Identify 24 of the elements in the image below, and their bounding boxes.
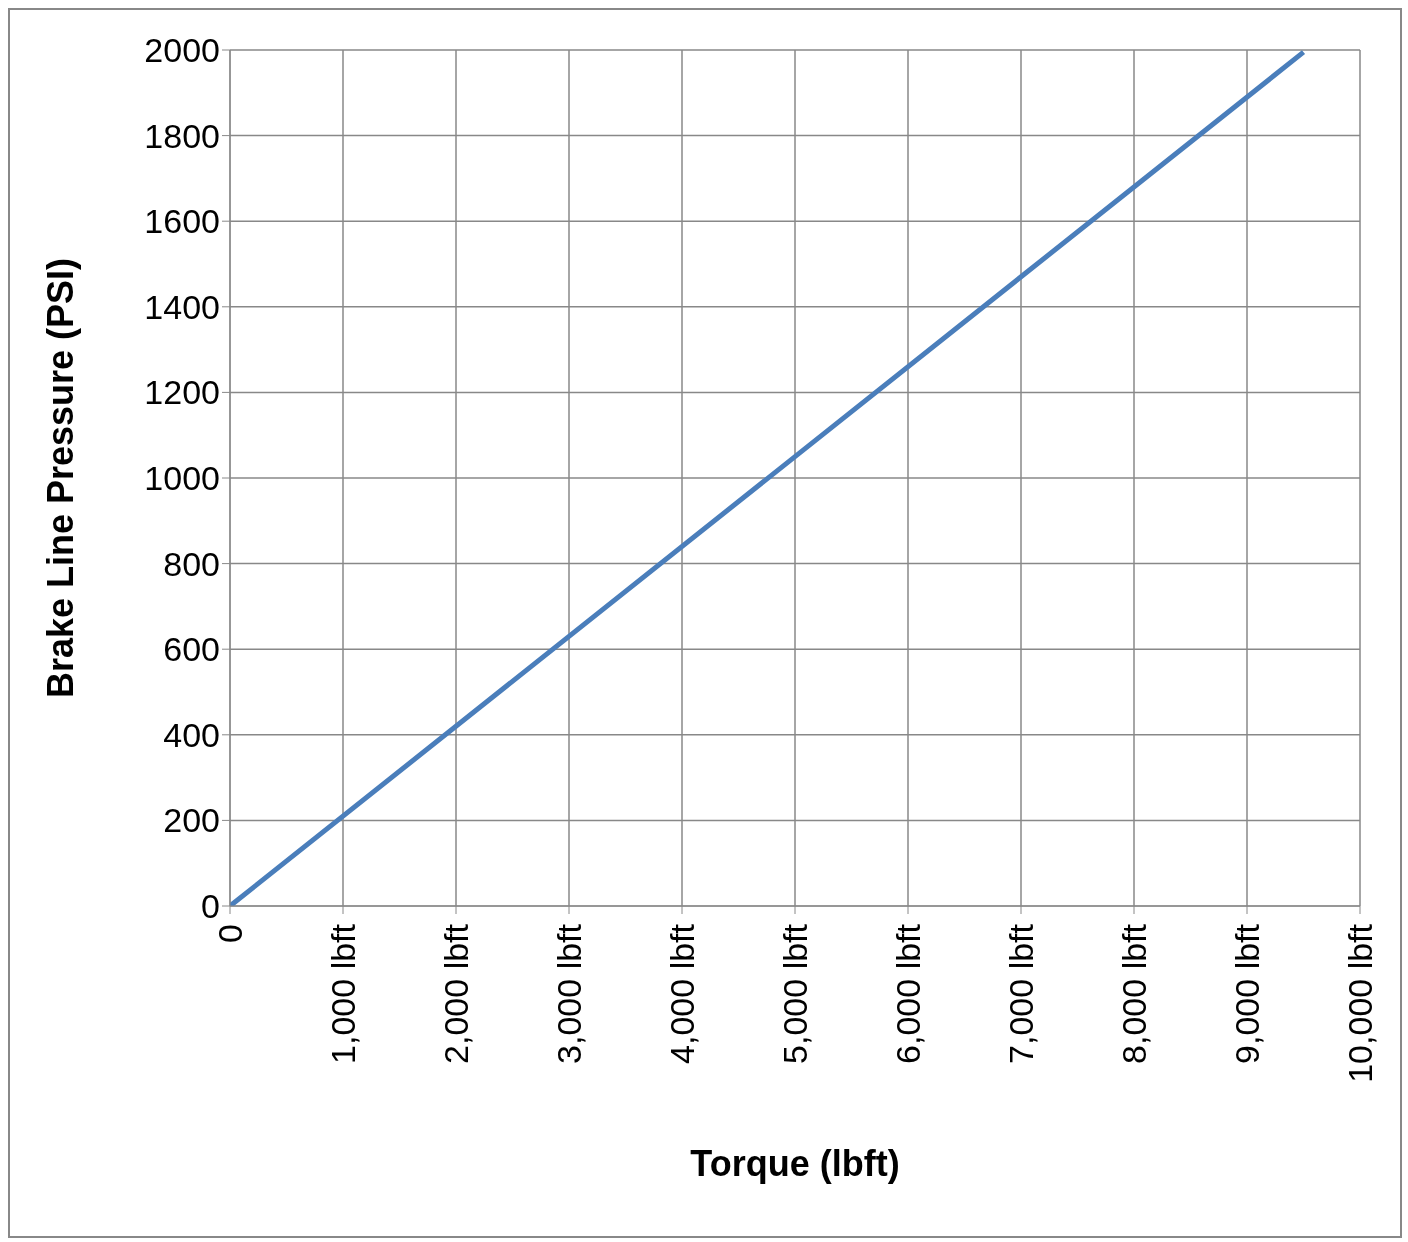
x-tick-label: 0 (211, 924, 249, 943)
y-tick-label: 600 (163, 630, 220, 669)
y-tick-label: 400 (163, 715, 220, 754)
x-tick-label: 3,000 lbft (550, 923, 588, 1064)
y-tick-label: 1200 (144, 373, 220, 412)
x-axis-title: Torque (lbft) (690, 1143, 900, 1184)
x-tick-label: 2,000 lbft (437, 923, 475, 1064)
x-tick-label: 7,000 lbft (1002, 923, 1040, 1064)
x-tick-label: 1,000 lbft (324, 923, 362, 1064)
x-tick-label: 5,000 lbft (776, 923, 814, 1064)
y-tick-label: 1400 (144, 287, 220, 326)
y-tick-label: 0 (201, 887, 220, 926)
x-tick-label: 8,000 lbft (1115, 923, 1153, 1064)
y-tick-label: 1600 (144, 202, 220, 241)
y-tick-label: 1800 (144, 116, 220, 155)
y-tick-label: 200 (163, 801, 220, 840)
x-tick-label: 4,000 lbft (663, 923, 701, 1064)
y-tick-label: 2000 (144, 31, 220, 70)
x-tick-label: 6,000 lbft (889, 923, 927, 1064)
y-tick-label: 1000 (144, 459, 220, 498)
y-tick-label: 800 (163, 544, 220, 583)
x-tick-label: 10,000 lbft (1341, 923, 1379, 1083)
x-tick-label: 9,000 lbft (1228, 923, 1266, 1064)
y-axis-title: Brake Line Pressure (PSI) (39, 257, 81, 699)
